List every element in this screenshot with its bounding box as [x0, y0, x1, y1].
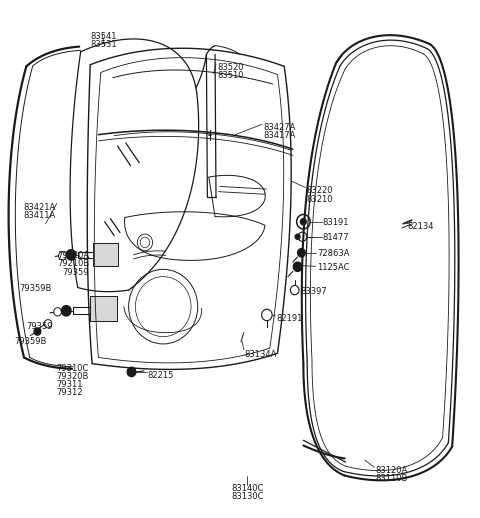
Text: 79359: 79359 [62, 268, 89, 277]
Circle shape [293, 262, 302, 271]
Circle shape [300, 219, 306, 225]
Text: 82134: 82134 [407, 222, 433, 232]
Circle shape [34, 328, 41, 335]
Text: 79359B: 79359B [19, 284, 51, 293]
Circle shape [66, 250, 76, 260]
Text: 79220A
79210B: 79220A 79210B [58, 251, 90, 268]
Text: 72863A: 72863A [317, 249, 349, 258]
Text: 1125AC: 1125AC [317, 263, 349, 272]
Text: 79310C
79320B
79311
79312: 79310C 79320B 79311 79312 [57, 364, 89, 397]
Bar [93, 243, 118, 266]
Bar [90, 296, 117, 321]
Text: 83220
83210: 83220 83210 [306, 186, 333, 204]
Text: 83427A
83417A: 83427A 83417A [263, 123, 295, 140]
Text: 83140C
83130C: 83140C 83130C [231, 484, 264, 501]
Text: 82191: 82191 [276, 314, 303, 323]
Text: 82215: 82215 [148, 370, 174, 380]
Circle shape [295, 234, 300, 239]
Text: 83397: 83397 [300, 286, 327, 296]
Text: 79359: 79359 [26, 322, 53, 331]
Text: 81477: 81477 [323, 233, 349, 242]
Text: 83120A
83110B: 83120A 83110B [375, 466, 408, 483]
Circle shape [298, 249, 305, 257]
Text: 83134A: 83134A [245, 350, 277, 359]
Text: 79359B: 79359B [14, 337, 47, 346]
Text: 83191: 83191 [323, 218, 349, 227]
Text: 83520
83510: 83520 83510 [217, 63, 243, 80]
Circle shape [127, 367, 136, 377]
Text: 83421A
83411A: 83421A 83411A [23, 203, 55, 220]
Text: 83541
83531: 83541 83531 [90, 32, 117, 49]
Circle shape [61, 306, 71, 316]
